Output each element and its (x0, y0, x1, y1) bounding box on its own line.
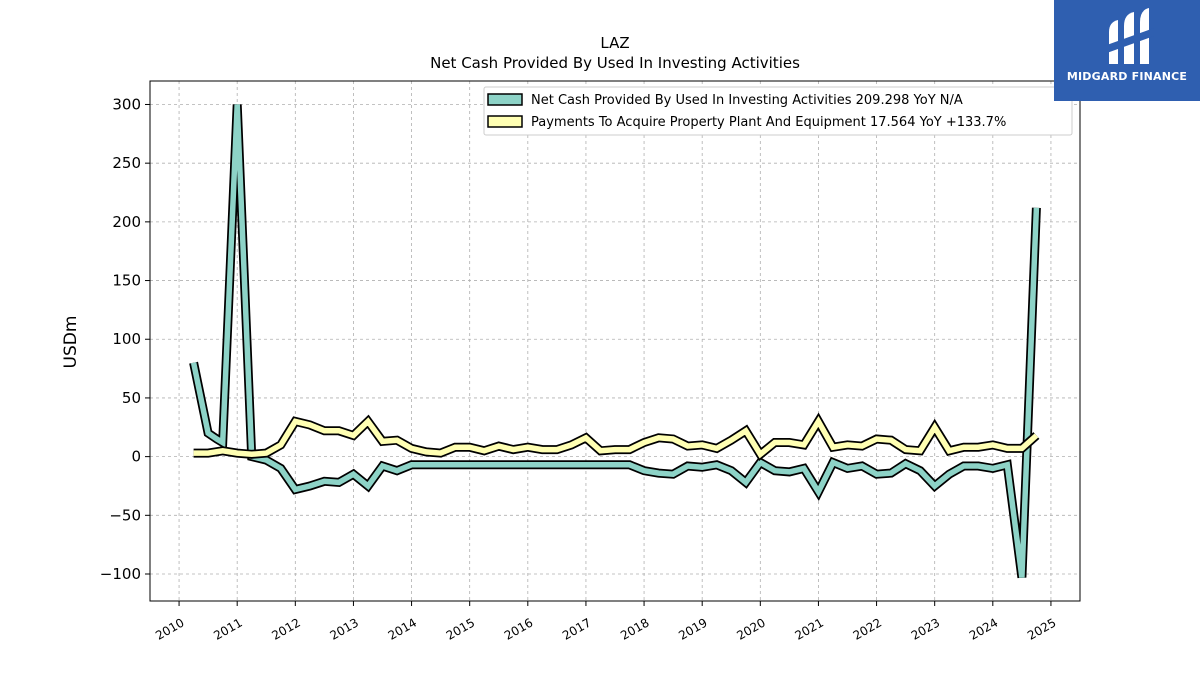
legend-box (483, 86, 1073, 136)
grid-lines (150, 81, 1080, 601)
legend-label-series-2: Payments To Acquire Property Plant And E… (531, 115, 1006, 130)
brand-logo: MIDGARD FINANCE (1054, 0, 1200, 101)
brand-mark-icon (1104, 8, 1154, 64)
x-tick-label: 2019 (676, 615, 709, 642)
y-axis-label: USDm (61, 316, 81, 369)
y-tick-label: 0 (131, 448, 141, 466)
series-1-outline (189, 104, 1041, 579)
x-tick-label: 2015 (444, 615, 477, 642)
y-tick-label: 50 (122, 389, 141, 407)
y-tick-label: −50 (109, 506, 141, 524)
x-tick-label: 2010 (153, 615, 186, 642)
series-1-line (190, 104, 1040, 578)
x-tick-label: 2016 (502, 615, 535, 642)
y-tick-label: 250 (112, 154, 141, 172)
y-tick-label: 300 (112, 95, 141, 113)
series-2-line (193, 415, 1039, 459)
brand-name: MIDGARD FINANCE (1066, 70, 1188, 83)
x-tick-label: 2024 (967, 615, 1000, 642)
y-tick-label: 150 (112, 272, 141, 290)
x-tick-label: 2025 (1025, 615, 1058, 642)
x-tick-label: 2011 (211, 615, 244, 642)
x-tick-label: 2012 (269, 615, 302, 642)
chart-subtitle: Net Cash Provided By Used In Investing A… (430, 54, 800, 72)
x-tick-label: 2014 (386, 615, 419, 642)
legend: Net Cash Provided By Used In Investing A… (483, 86, 1073, 136)
chart-title: LAZ (600, 34, 629, 52)
x-tick-label: 2018 (618, 615, 651, 642)
y-tick-label: 100 (112, 330, 141, 348)
legend-swatch-series-1 (487, 93, 523, 106)
x-tick-label: 2013 (327, 615, 360, 642)
legend-label-series-1: Net Cash Provided By Used In Investing A… (531, 93, 963, 108)
series-layer (189, 104, 1041, 579)
x-tick-label: 2023 (909, 615, 942, 642)
x-tick-label: 2020 (734, 615, 767, 642)
plot-frame (149, 80, 1081, 602)
x-tick-label: 2017 (560, 615, 593, 642)
y-tick-label: 200 (112, 213, 141, 231)
x-tick-label: 2021 (792, 615, 825, 642)
x-tick-label: 2022 (851, 615, 884, 642)
y-tick-label: −100 (100, 565, 141, 583)
legend-swatch-series-2 (487, 115, 523, 128)
